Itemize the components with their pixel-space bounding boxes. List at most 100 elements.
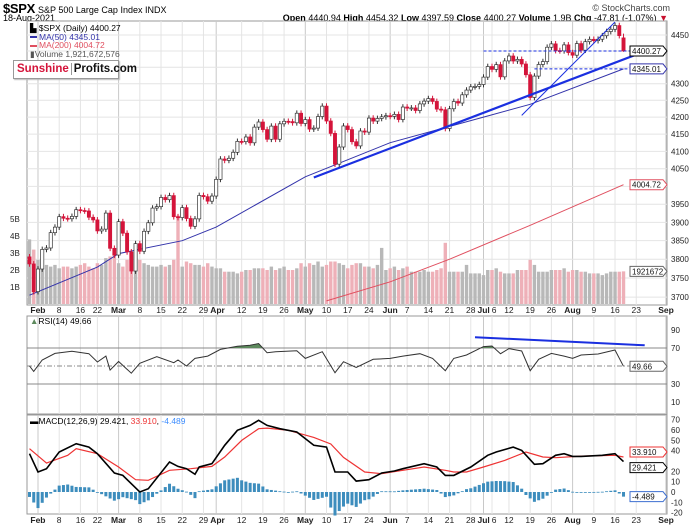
macd-histogram-bar xyxy=(104,492,108,497)
macd-histogram-bar xyxy=(380,491,384,493)
macd-histogram-bar xyxy=(388,491,392,493)
candle-body xyxy=(256,121,261,128)
x-tick-label-bottom: Mar xyxy=(111,515,127,525)
volume-label: Volume xyxy=(518,13,551,23)
macd-histogram-bar xyxy=(146,492,150,501)
macd-histogram-bar xyxy=(418,489,422,492)
macd-histogram-bar xyxy=(129,492,133,500)
x-tick-label: 21 xyxy=(445,305,455,315)
volume-bar xyxy=(70,268,74,304)
volume-bar xyxy=(222,271,227,304)
candle-body xyxy=(494,64,499,70)
candle-body xyxy=(570,52,575,56)
macd-histogram-bar xyxy=(371,492,375,497)
macd-histogram-bar xyxy=(354,492,358,507)
candle-body xyxy=(443,109,448,129)
macd-histogram-bar xyxy=(337,492,341,512)
macd-histogram-bar xyxy=(401,490,405,492)
volume-bar xyxy=(265,270,269,304)
macd-tick-label: 10 xyxy=(671,478,680,487)
x-tick-label-bottom: 19 xyxy=(258,515,268,525)
x-tick-label-bottom: 19 xyxy=(525,515,535,525)
candle-body xyxy=(260,121,265,130)
candle-body xyxy=(78,209,83,212)
x-tick-label: 6 xyxy=(492,305,497,315)
macd-histogram-bar xyxy=(257,483,261,492)
rsi-value-box-frame xyxy=(629,360,668,372)
candle-body xyxy=(205,196,210,202)
x-tick-label: Mar xyxy=(111,305,127,315)
chg-label: Chg xyxy=(574,13,592,23)
candle-body xyxy=(519,59,524,65)
x-tick-label: 17 xyxy=(343,305,353,315)
x-tick-label-bottom: 8 xyxy=(138,515,143,525)
rsi-label: ▲RSI(14) 49.66 xyxy=(30,316,91,326)
volume-bar xyxy=(299,263,303,304)
volume-bar xyxy=(316,261,320,304)
price-value-box: 4004.72 xyxy=(629,179,668,191)
volume-bar xyxy=(125,259,129,304)
volume-bar xyxy=(536,271,541,304)
candle-body xyxy=(150,207,155,224)
macd-histogram-bar xyxy=(83,487,87,492)
macd-histogram-bar xyxy=(231,478,235,492)
close-label: Close xyxy=(456,13,482,23)
volume-bar xyxy=(379,247,384,304)
candle-body xyxy=(282,120,287,125)
candle-body xyxy=(434,101,439,110)
macd-histogram-bar xyxy=(57,485,61,492)
volume-bar xyxy=(269,266,274,304)
macd-histogram-bar xyxy=(240,480,244,492)
candle-body xyxy=(112,247,117,256)
volume-bar xyxy=(197,264,201,304)
legend-price: ▙ $SPX (Daily) 4400.27 xyxy=(30,24,121,33)
candle-body xyxy=(311,127,316,130)
macd-histogram-bar xyxy=(448,492,452,497)
price-value-box-frame xyxy=(629,45,668,57)
candle-body xyxy=(116,221,121,256)
candle-body xyxy=(201,195,206,198)
rsi-tick-label: 30 xyxy=(671,380,680,389)
volume-bar xyxy=(40,264,44,304)
volume-bar xyxy=(91,268,95,304)
macd-histogram-bar xyxy=(541,492,545,499)
candle-body xyxy=(269,125,274,140)
macd-histogram-bar xyxy=(609,490,613,492)
candle-body xyxy=(222,158,227,161)
volume-bar xyxy=(477,273,481,304)
candle-body xyxy=(294,112,299,124)
macd-histogram-bar xyxy=(532,492,536,502)
rsi-divergence-line xyxy=(474,336,645,347)
volume-bar xyxy=(95,263,100,304)
candle-body xyxy=(324,105,329,122)
x-tick-label: 22 xyxy=(178,305,188,315)
macd-histogram-bar xyxy=(70,485,74,492)
macd-histogram-bar xyxy=(49,492,53,494)
high-label: High xyxy=(343,13,364,23)
volume-bar xyxy=(278,268,282,304)
candle-body xyxy=(137,243,142,252)
open-label: Open xyxy=(282,13,306,23)
x-tick-label-bottom: 15 xyxy=(156,515,166,525)
macd-histogram-bar xyxy=(180,490,184,492)
volume-bar xyxy=(112,254,117,304)
macd-histogram-bar xyxy=(32,492,36,503)
candle-body xyxy=(350,129,354,143)
macd-histogram-bar xyxy=(549,492,553,493)
candle-body xyxy=(154,206,159,209)
volume-value-box: 1921672 xyxy=(629,265,668,277)
macd-histogram-bar xyxy=(282,491,286,493)
volume-bar xyxy=(367,266,371,304)
macd-histogram-bar xyxy=(545,492,549,496)
macd-histogram-bar xyxy=(261,486,265,492)
candle-body xyxy=(536,64,541,77)
volume-bar xyxy=(621,271,626,304)
macd-histogram-bar xyxy=(515,485,519,492)
x-tick-label-bottom: 22 xyxy=(93,515,103,525)
candle-body xyxy=(129,251,134,272)
price-tick-label: 3950 xyxy=(671,200,689,209)
volume-bar xyxy=(142,263,146,304)
volume-bar xyxy=(553,270,558,304)
volume-bar xyxy=(78,264,83,304)
